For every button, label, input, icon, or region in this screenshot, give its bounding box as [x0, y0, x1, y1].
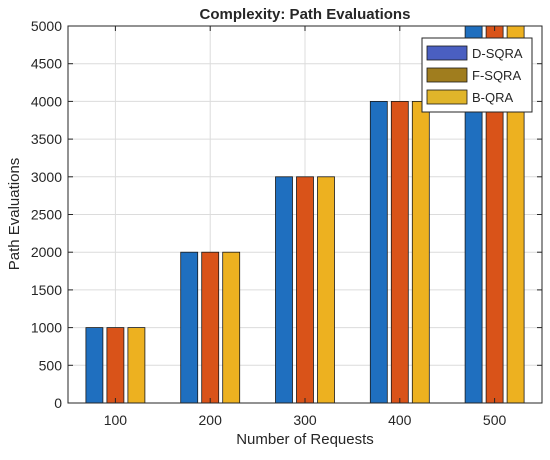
x-tick-label: 200: [199, 412, 223, 428]
legend-label-f-sqra: F-SQRA: [472, 68, 521, 83]
y-tick-label: 1000: [31, 320, 62, 336]
y-tick-label: 500: [39, 357, 63, 373]
y-tick-label: 2500: [31, 207, 62, 223]
bar-d-sqra-400: [369, 101, 388, 404]
x-tick-label: 400: [388, 412, 412, 428]
bar-f-sqra-400: [390, 101, 409, 404]
legend-label-b-qra: B-QRA: [472, 90, 514, 105]
y-tick-label: 4000: [31, 93, 62, 109]
y-tick-label: 3500: [31, 131, 62, 147]
x-tick-label: 100: [104, 412, 128, 428]
bar-b-qra-300: [317, 176, 335, 404]
bar-b-qra-200: [222, 251, 241, 404]
legend-swatch-b-qra: [426, 89, 468, 105]
y-tick-label: 2000: [31, 244, 62, 260]
x-tick-label: 500: [483, 412, 507, 428]
y-axis-title: Path Evaluations: [6, 158, 23, 271]
y-tick-label: 5000: [31, 18, 62, 34]
bar-d-sqra-300: [275, 176, 293, 404]
bar-d-sqra-100: [85, 327, 104, 404]
y-tick-label: 3000: [31, 169, 62, 185]
y-tick-label: 1500: [31, 282, 62, 298]
legend-swatch-d-sqra: [426, 45, 468, 61]
axis-layer: 0 500 1000 1500 2000 2500 3000 3500 4000 4500 5000…: [31, 18, 543, 428]
y-tick-label: 0: [54, 395, 62, 411]
bar-b-qra-100: [127, 327, 146, 404]
bar-f-sqra-300: [296, 176, 314, 404]
bar-b-qra-400: [411, 101, 430, 404]
bar-layer: [85, 25, 525, 404]
legend: D-SQRA F-SQRA B-QRA: [421, 37, 533, 113]
bar-f-sqra-100: [106, 327, 125, 404]
x-tick-label: 300: [293, 412, 317, 428]
y-tick-label: 4500: [31, 56, 62, 72]
bar-f-sqra-200: [201, 251, 220, 404]
bar-d-sqra-200: [180, 251, 199, 404]
chart-title: Complexity: Path Evaluations: [200, 6, 411, 23]
legend-label-d-sqra: D-SQRA: [472, 46, 523, 61]
legend-swatch-f-sqra: [426, 67, 468, 83]
x-axis-title: Number of Requests: [236, 431, 374, 448]
axes-box: [67, 25, 543, 404]
